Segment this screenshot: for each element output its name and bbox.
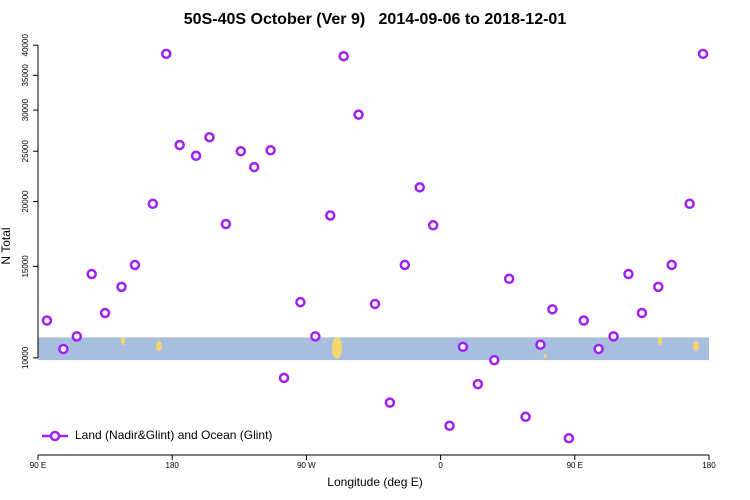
- point: [235, 145, 247, 157]
- point: [414, 182, 425, 193]
- point: [593, 343, 604, 355]
- point: [520, 411, 531, 423]
- point: [220, 218, 232, 230]
- point: [310, 331, 321, 342]
- point: [295, 296, 306, 308]
- point: [666, 259, 677, 271]
- y-tick-label: 25000: [21, 140, 30, 163]
- point: [427, 220, 439, 231]
- x-tick-label: 90 E: [30, 461, 46, 470]
- point: [174, 139, 185, 151]
- point: [369, 298, 381, 310]
- point: [338, 50, 349, 62]
- point: [489, 354, 500, 366]
- point: [444, 420, 455, 432]
- point: [147, 198, 159, 210]
- point: [636, 307, 648, 319]
- point: [325, 210, 336, 221]
- point: [204, 131, 215, 143]
- point: [563, 433, 575, 444]
- y-tick-label: 15000: [21, 255, 30, 278]
- point: [160, 48, 172, 60]
- point: [535, 339, 546, 350]
- point: [58, 343, 69, 355]
- point: [86, 268, 97, 280]
- y-tick-label: 10000: [21, 346, 30, 369]
- x-tick-label: 180: [166, 461, 180, 470]
- land-patches: [121, 337, 699, 359]
- ocean-band: [38, 337, 709, 361]
- chart-title: 50S-40S October (Ver 9) 2014-09-06 to 20…: [184, 11, 567, 28]
- y-axis-label: N Total: [0, 227, 13, 264]
- point: [116, 281, 127, 293]
- legend-marker: [49, 430, 61, 442]
- point: [399, 259, 411, 271]
- point: [653, 281, 664, 293]
- point: [99, 307, 111, 319]
- y-tick-label: 40000: [21, 34, 30, 57]
- y-tick-label: 35000: [21, 64, 30, 87]
- point: [278, 372, 290, 384]
- point: [190, 150, 202, 162]
- point: [71, 331, 83, 342]
- legend-label: Land (Nadir&Glint) and Ocean (Glint): [75, 428, 272, 442]
- y-tick-label: 20000: [21, 190, 30, 213]
- band-layer: [38, 337, 709, 361]
- point: [623, 268, 634, 280]
- point: [684, 198, 695, 210]
- point: [457, 341, 469, 353]
- x-tick-label: 180: [702, 461, 716, 470]
- point: [248, 161, 260, 173]
- x-tick-label: 90 W: [297, 461, 316, 470]
- point: [608, 331, 619, 342]
- point: [41, 315, 53, 326]
- point: [578, 315, 589, 326]
- point: [547, 304, 558, 315]
- x-axis-label: Longitude (deg E): [327, 475, 422, 489]
- x-tick-label: 90 E: [567, 461, 583, 470]
- point: [697, 48, 709, 60]
- point: [472, 378, 484, 390]
- point: [384, 397, 396, 408]
- point: [503, 273, 515, 285]
- y-tick-label: 30000: [21, 98, 30, 121]
- point: [129, 259, 141, 271]
- x-tick-label: 0: [438, 461, 443, 470]
- point: [265, 145, 276, 156]
- point: [353, 109, 364, 120]
